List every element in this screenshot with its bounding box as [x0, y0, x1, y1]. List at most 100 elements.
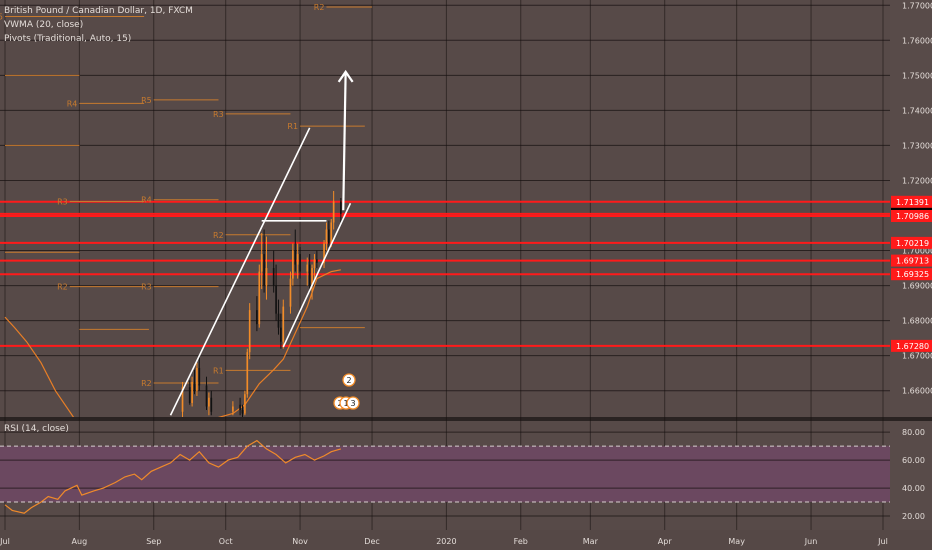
pivot-label: R5	[0, 12, 3, 21]
candle-body	[340, 201, 342, 214]
time-tick-label: 2020	[436, 537, 456, 546]
arrow-head	[337, 69, 354, 83]
candle-body	[265, 268, 268, 286]
time-tick-label: Jul	[0, 537, 10, 546]
candle-body	[191, 381, 193, 403]
time-tick-label: Oct	[219, 537, 233, 546]
candle-body	[210, 397, 213, 412]
candle-body	[256, 310, 258, 325]
price-level-label: 1.69325	[896, 270, 929, 279]
time-tick-label: Sep	[146, 537, 161, 546]
event-badge	[346, 396, 360, 410]
price-level-badge	[891, 209, 932, 222]
channel-trendline	[282, 202, 352, 348]
candle-body	[239, 404, 241, 410]
candle-body	[205, 385, 208, 407]
candle-body	[296, 254, 299, 265]
rsi-label: RSI (14, close)	[4, 424, 69, 434]
pivot-label: R1	[213, 366, 224, 375]
time-tick-label: Feb	[514, 537, 528, 546]
price-level-label: 1.69713	[896, 257, 929, 266]
candle-body	[241, 409, 244, 414]
time-tick-label: Apr	[658, 537, 673, 546]
target-arrow	[342, 71, 347, 211]
price-level-badge	[891, 268, 932, 281]
candle-body	[275, 285, 277, 314]
pivot-label: R5	[141, 96, 152, 105]
candle-body	[330, 222, 333, 244]
price-level-badge	[891, 339, 932, 352]
time-axis-panel	[0, 530, 932, 550]
candle-body	[246, 352, 249, 395]
candle-body	[313, 259, 316, 269]
price-tick-label: 1.75000	[902, 71, 932, 80]
candle-body	[198, 367, 201, 386]
rsi-tick-label: 40.00	[902, 484, 925, 493]
rsi-tick-label: 80.00	[902, 428, 925, 437]
time-tick-label: Dec	[364, 537, 379, 546]
candle-body	[272, 268, 275, 286]
time-tick-label: May	[728, 537, 745, 546]
pivot-label: R4	[141, 196, 152, 205]
pivot-label: R3	[213, 110, 224, 119]
pivot-label: R4	[67, 99, 78, 108]
candle-body	[188, 387, 191, 403]
time-tick-label: Nov	[292, 537, 308, 546]
candle-body	[280, 327, 282, 342]
price-tick-label: 1.66000	[902, 387, 932, 396]
price-level-badge	[891, 195, 932, 208]
price-tick-label: 1.68000	[902, 317, 932, 326]
candle-body	[258, 271, 261, 325]
time-tick-label: Jun	[804, 537, 818, 546]
candle-body	[325, 229, 328, 244]
candle-body	[323, 243, 325, 263]
vwma-line	[4, 269, 341, 417]
candle-body	[193, 381, 196, 391]
pivot-label: R3	[141, 283, 152, 292]
time-tick-label: Mar	[583, 537, 599, 546]
price-tick-label: 1.76000	[902, 36, 932, 45]
candle-body	[332, 201, 335, 223]
candle-body	[248, 310, 251, 353]
candle-body	[308, 264, 311, 286]
candle-body	[277, 313, 280, 328]
rsi-tick-label: 60.00	[902, 456, 925, 465]
event-badge	[342, 373, 356, 387]
chart-legend: British Pound / Canadian Dollar, 1D, FXC…	[4, 4, 193, 46]
price-level-label: 1.67280	[896, 342, 929, 351]
price-level-badge	[891, 236, 932, 249]
pivot-label: R2	[141, 379, 152, 388]
price-tick-label: 1.72000	[902, 176, 932, 185]
pivot-label: R1	[287, 122, 298, 131]
price-tick-label: 1.69000	[902, 282, 932, 291]
price-tick-label: 1.67000	[902, 352, 932, 361]
pane-divider	[0, 417, 932, 421]
event-badge-label: 3	[350, 399, 355, 408]
candle-body	[294, 250, 297, 265]
price-tick-label: 1.77000	[902, 1, 932, 10]
price-level-badge	[891, 254, 932, 267]
candle-body	[299, 254, 301, 272]
price-tick-label: 1.73000	[902, 141, 932, 150]
candle-body	[289, 278, 292, 307]
candle-body	[196, 367, 198, 391]
candle-body	[292, 250, 294, 279]
candle-body	[328, 229, 330, 244]
time-tick-label: Jul	[877, 537, 888, 546]
pivot-label: R2	[213, 231, 224, 240]
channel-trendline	[169, 127, 311, 416]
candle-body	[232, 406, 234, 412]
price-tick-label: 1.70000	[902, 247, 932, 256]
price-level-label: 1.70219	[896, 239, 929, 248]
pivot-label: R3	[57, 197, 68, 206]
rsi-tick-label: 20.00	[902, 512, 925, 521]
time-tick-label: Aug	[72, 537, 88, 546]
indicator-vwma-label: VWMA (20, close)	[4, 20, 84, 30]
candle-body	[306, 264, 309, 272]
candle-body	[244, 394, 246, 414]
candle-body	[260, 254, 263, 272]
candle-body	[282, 306, 285, 342]
candle-body	[311, 268, 313, 286]
